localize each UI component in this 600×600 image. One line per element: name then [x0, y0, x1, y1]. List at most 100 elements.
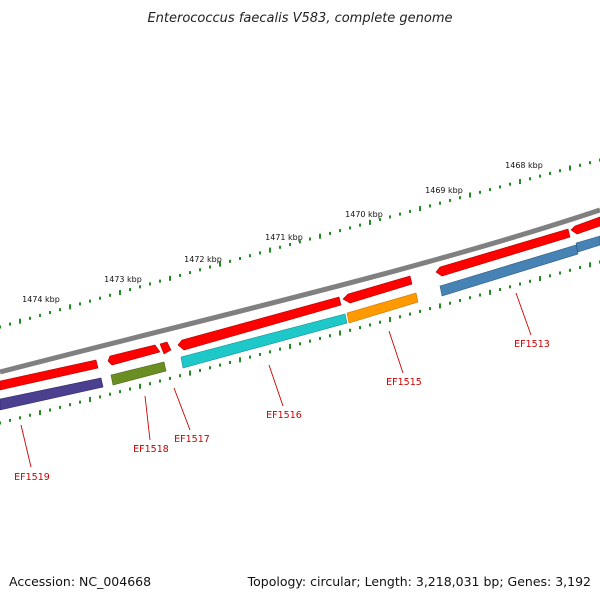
gene-label-EF1517[interactable]: EF1517	[174, 434, 210, 445]
minor-tick	[499, 185, 501, 189]
scale-label: 1471 kbp	[265, 233, 303, 242]
gene-label-EF1515[interactable]: EF1515	[386, 377, 422, 388]
minor-tick	[209, 265, 211, 269]
minor-tick	[159, 279, 161, 283]
callout-EF1519	[20, 424, 32, 468]
minor-tick	[479, 190, 481, 194]
minor-tick	[479, 293, 481, 297]
minor-tick	[209, 366, 211, 370]
minor-tick	[379, 320, 381, 324]
minor-tick	[469, 296, 471, 300]
forward-cds[interactable]	[0, 359, 99, 391]
minor-tick	[419, 309, 421, 313]
minor-tick	[529, 279, 531, 283]
scale-labels: 1468 kbp 1469 kbp 1470 kbp 1471 kbp 1472…	[22, 161, 543, 304]
minor-tick	[149, 282, 151, 286]
minor-tick	[279, 245, 281, 249]
minor-tick	[429, 204, 431, 208]
major-tick	[239, 357, 241, 363]
scale-label: 1473 kbp	[104, 275, 142, 284]
minor-tick	[559, 271, 561, 275]
major-tick	[169, 275, 171, 281]
minor-tick	[349, 226, 351, 230]
minor-tick	[109, 293, 111, 297]
minor-tick	[289, 243, 291, 246]
callout-EF1516	[268, 364, 284, 407]
callout-EF1518	[144, 395, 151, 441]
minor-tick	[429, 307, 431, 311]
minor-tick	[249, 254, 251, 258]
minor-tick	[179, 273, 181, 277]
gene-EF1513[interactable]	[439, 244, 579, 297]
gene-label-EF1518[interactable]: EF1518	[133, 444, 169, 455]
minor-tick	[9, 418, 11, 422]
major-tick	[569, 165, 571, 171]
minor-tick	[99, 296, 101, 300]
gene-EF1515[interactable]	[346, 292, 419, 324]
forward-cds[interactable]	[570, 216, 600, 235]
gene-label-EF1513[interactable]: EF1513	[514, 339, 550, 350]
major-tick	[539, 276, 541, 282]
minor-tick	[29, 316, 31, 320]
major-tick	[339, 330, 341, 336]
gene-reverse-partial[interactable]	[575, 235, 600, 253]
minor-tick	[399, 212, 401, 216]
minor-tick	[109, 392, 111, 396]
major-tick	[19, 318, 21, 324]
forward-cds[interactable]	[177, 296, 342, 351]
minor-tick	[339, 229, 341, 233]
minor-tick	[29, 413, 31, 417]
major-tick	[469, 192, 471, 198]
minor-tick	[579, 266, 581, 269]
minor-tick	[139, 285, 141, 289]
major-tick	[39, 410, 41, 416]
major-tick	[419, 206, 421, 212]
minor-tick	[9, 322, 11, 326]
minor-tick	[579, 163, 581, 167]
minor-tick	[49, 311, 51, 314]
minor-tick	[369, 323, 371, 327]
minor-tick	[489, 188, 491, 192]
major-tick	[269, 247, 271, 253]
gene-EF1516[interactable]	[180, 313, 348, 369]
minor-tick	[49, 408, 51, 412]
major-tick	[489, 289, 491, 295]
minor-tick	[269, 350, 271, 354]
minor-tick	[569, 268, 571, 272]
minor-tick	[359, 223, 361, 227]
minor-tick	[19, 416, 21, 420]
minor-tick	[69, 403, 71, 407]
minor-tick	[169, 376, 171, 380]
map-title: Enterococcus faecalis V583, complete gen…	[147, 11, 452, 26]
gene-label-EF1516[interactable]: EF1516	[266, 410, 302, 421]
minor-tick	[179, 374, 181, 378]
minor-tick	[199, 268, 201, 272]
major-tick	[69, 304, 71, 310]
forward-cds[interactable]	[159, 341, 172, 355]
scale-label: 1469 kbp	[425, 186, 463, 195]
minor-tick	[439, 201, 441, 205]
scale-label: 1470 kbp	[345, 210, 383, 219]
minor-tick	[279, 347, 281, 351]
minor-tick	[319, 336, 321, 340]
minor-tick	[559, 169, 561, 173]
genome-backbone	[0, 207, 600, 375]
gene-EF1518[interactable]	[110, 361, 167, 386]
forward-cds[interactable]	[435, 228, 571, 277]
gene-label-EF1519[interactable]: EF1519	[14, 472, 50, 483]
minor-tick	[549, 171, 551, 175]
minor-tick	[299, 342, 301, 346]
minor-tick	[59, 405, 61, 409]
forward-cds[interactable]	[107, 344, 161, 366]
gene-EF1519[interactable]	[0, 377, 104, 411]
minor-tick	[519, 282, 521, 286]
minor-tick	[129, 288, 131, 292]
gene-callouts	[20, 292, 532, 468]
major-tick	[319, 233, 321, 239]
minor-tick	[129, 387, 131, 391]
minor-tick	[229, 259, 231, 263]
minor-tick	[59, 308, 61, 312]
forward-cds[interactable]	[342, 275, 413, 304]
minor-tick	[409, 312, 411, 316]
